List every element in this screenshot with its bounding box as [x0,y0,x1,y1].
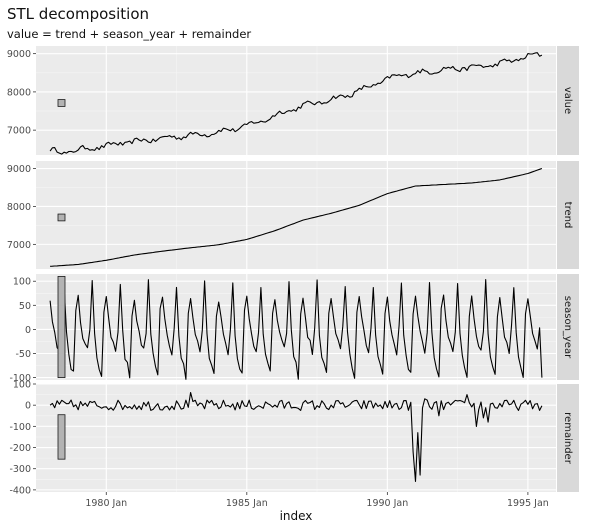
x-axis-label: index [280,509,313,523]
y-tick-label: 9000 [7,49,31,60]
y-tick-label: 7000 [7,240,31,251]
y-tick-label: -100 [9,373,31,384]
strip-label-season_year: season_year [562,296,573,359]
scale-bar-season_year [57,276,66,378]
y-tick-label: 7000 [7,126,31,137]
x-tick-label: 1995 Jan [507,498,549,509]
series-line-trend [50,167,543,267]
y-tick-label: -100 [9,422,31,433]
y-tick-label: -50 [15,349,31,360]
strip-remainder [557,384,579,492]
strip-label-value: value [562,87,573,114]
scale-bar-remainder [57,414,66,460]
y-tick-label: 8000 [7,87,31,98]
chart-subtitle: value = trend + season_year + remainder [7,27,252,41]
series-line-remainder [49,391,543,482]
series-line-season_year [49,279,543,380]
strip-value [557,46,579,155]
scale-bar-value [57,99,66,107]
x-tick-label: 1990 Jan [366,498,408,509]
scale-bar-trend [57,213,66,222]
y-tick-label: 8000 [7,202,31,213]
y-tick-label: 100 [13,380,31,391]
y-tick-label: -300 [9,464,31,475]
strip-label-trend: trend [562,202,573,229]
panel-value-bg [36,46,556,155]
x-tick-label: 1980 Jan [85,498,127,509]
chart-title: STL decomposition [7,5,150,23]
y-tick-label: 9000 [7,164,31,175]
y-tick-label: 50 [19,301,31,312]
strip-season_year [557,274,579,380]
x-tick-label: 1985 Jan [226,498,268,509]
y-tick-label: -200 [9,443,31,454]
strip-label-remainder: remainder [562,412,573,465]
strip-trend [557,161,579,269]
y-tick-label: -400 [9,485,31,496]
series-line-value [49,52,543,155]
y-tick-label: 0 [25,401,31,412]
panel-trend-bg [36,161,556,269]
panel-remainder-bg [36,384,556,492]
y-tick-label: 100 [13,277,31,288]
y-tick-label: 0 [25,325,31,336]
